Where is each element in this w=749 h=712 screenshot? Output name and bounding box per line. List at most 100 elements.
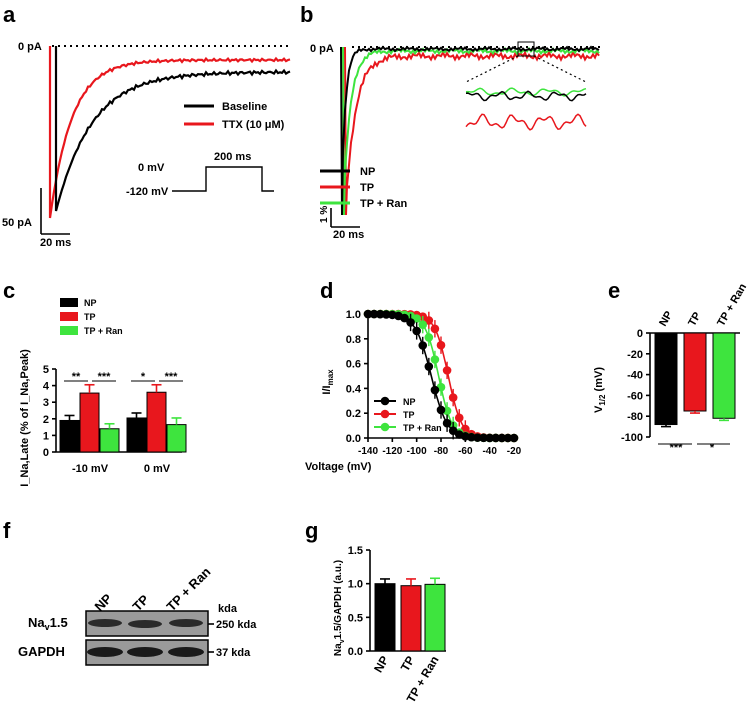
d-data-point [436, 405, 446, 415]
d-data-point [503, 433, 513, 443]
g-bar [374, 583, 396, 652]
panel-c: I_Na,Late (% of I_Na,Peak) NP TP TP + Ra… [19, 298, 187, 487]
a-protocol-vstep: 0 mV [138, 162, 165, 174]
d-data-point [430, 385, 440, 395]
e-category-label: TP + Ran [715, 281, 749, 328]
d-data-point [418, 341, 428, 350]
d-data-point [442, 418, 452, 428]
d-legend-marker [380, 409, 390, 419]
d-ytick-label: 0.8 [346, 334, 361, 346]
c-legend-np-swatch [60, 298, 78, 307]
d-data-point [363, 309, 373, 319]
d-data-point [430, 324, 440, 334]
d-data-point [473, 433, 482, 442]
panel-label-d: d [320, 278, 333, 303]
f-band-nav15-tp [128, 620, 162, 628]
g-ytick-label: 0.0 [348, 646, 363, 658]
c-bar [99, 428, 120, 453]
d-xtick-label: -120 [382, 446, 402, 457]
b-legend-tpran: TP + Ran [360, 198, 407, 210]
panel-label-c: c [3, 278, 15, 303]
d-data-point [509, 433, 519, 443]
g-ytick-label: 1.5 [348, 545, 363, 557]
d-legend-marker [380, 396, 390, 406]
d-xtick-label: -40 [482, 446, 497, 457]
d-xtick-label: -140 [358, 446, 378, 457]
b-scale-y-label: 1 % [319, 206, 330, 223]
d-data-point [424, 316, 434, 325]
e-sig-label: * [710, 442, 715, 454]
d-data-point [424, 333, 434, 342]
b-zoom-trace-tp [465, 113, 587, 131]
e-ytick-label: -20 [627, 349, 643, 361]
d-legend-label: NP [403, 397, 416, 407]
e-bar [683, 332, 707, 412]
e-ylabel: V1/2 (mV) [593, 367, 607, 413]
a-scale-y-label: 50 pA [2, 217, 32, 229]
f-band-gapdh-np [87, 647, 123, 657]
a-protocol-waveform [172, 166, 274, 192]
c-legend-np: NP [84, 298, 97, 308]
c-legend-tpran: TP + Ran [84, 326, 123, 336]
c-bar [126, 417, 147, 453]
c-category-label: -10 mV [72, 463, 109, 475]
a-legend-baseline: Baseline [222, 101, 267, 113]
d-data-point [436, 340, 446, 350]
e-category-label: TP [686, 310, 703, 328]
c-bar [59, 419, 80, 453]
f-marker-37: 37 kda [216, 647, 251, 659]
d-xtick-label: -60 [458, 446, 473, 457]
panel-label-g: g [305, 518, 318, 543]
c-ytick-label: 2 [43, 414, 49, 426]
d-data-point [491, 433, 501, 443]
a-legend-ttx: TTX (10 μM) [222, 119, 285, 131]
e-ytick-label: 0 [637, 328, 643, 340]
c-sig-label: * [141, 371, 146, 383]
panel-label-a: a [3, 2, 16, 27]
d-ytick-label: 0.6 [346, 359, 361, 371]
g-category-label: NP [371, 654, 391, 675]
b-zoom-trace-np [465, 90, 587, 102]
b-legend-np: NP [360, 166, 375, 178]
d-data-point [369, 309, 379, 319]
c-sig-label: *** [165, 371, 179, 383]
g-category-label: TP [398, 654, 418, 674]
a-protocol-duration: 200 ms [214, 151, 251, 163]
e-ytick-label: -80 [627, 411, 643, 423]
e-sig-label: *** [670, 442, 684, 454]
c-category-label: 0 mV [144, 463, 171, 475]
panel-e: V1/2 (mV) 0 -20 -40 -60 -80 -100 NP TP TP + Ran *… [593, 281, 749, 454]
d-data-point [485, 433, 494, 443]
f-band-nav15-np [88, 619, 122, 627]
f-marker-250: 250 kda [216, 619, 257, 631]
c-ytick-label: 5 [43, 364, 49, 376]
panel-label-f: f [3, 518, 11, 543]
c-sig-label: *** [98, 371, 112, 383]
b-zoom-box [517, 41, 535, 57]
b-trace-np [340, 45, 600, 216]
d-fit-curve [368, 313, 514, 439]
d-ytick-label: 1.0 [346, 309, 361, 321]
c-ylabel: I_Na,Late (% of I_Na,Peak) [19, 349, 31, 487]
f-band-gapdh-tp [127, 647, 163, 657]
d-data-point [442, 366, 452, 375]
d-legend-label: TP [403, 410, 415, 420]
g-ytick-label: 1.0 [348, 579, 363, 591]
g-bar [400, 585, 422, 652]
a-zero-label: 0 pA [18, 41, 42, 53]
d-ytick-label: 0.2 [346, 408, 361, 420]
b-legend-tp: TP [360, 182, 374, 194]
d-data-point [418, 320, 428, 329]
d-data-point [479, 433, 488, 443]
d-xtick-label: -20 [507, 446, 522, 457]
c-bar [79, 392, 100, 453]
c-legend-tp-swatch [60, 312, 78, 321]
d-legend-label: TP + Ran [403, 423, 442, 433]
c-ytick-label: 1 [43, 430, 49, 442]
e-bar [654, 332, 678, 426]
c-ytick-label: 4 [43, 381, 50, 393]
d-legend-marker [380, 422, 390, 432]
